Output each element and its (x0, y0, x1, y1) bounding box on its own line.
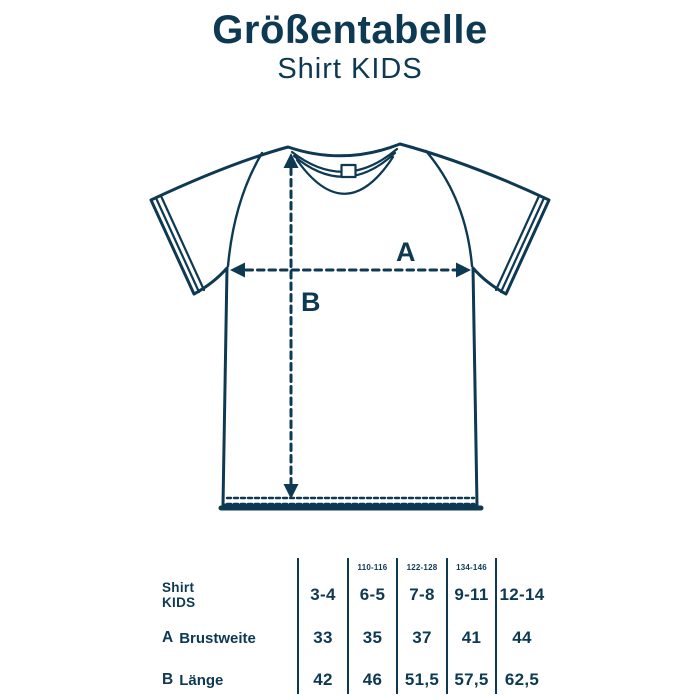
product-name-line2: KIDS (162, 595, 196, 610)
table-value: 33 (313, 628, 333, 647)
row-key-b: B (162, 671, 174, 688)
height-range (496, 556, 548, 574)
neck-tag (340, 163, 357, 179)
table-value: 46 (362, 670, 383, 689)
table-divider (347, 558, 349, 694)
size-column-header: 3-4 (310, 585, 336, 604)
arrow-b-bottom-head (283, 484, 299, 499)
table-divider (495, 558, 497, 694)
page-title: Größentabelle (212, 8, 488, 52)
table-divider (446, 558, 448, 694)
tshirt-size-diagram: A B (149, 142, 551, 511)
size-column-header: 6-5 (359, 585, 386, 604)
table-value: 51,5 (404, 670, 440, 689)
chest-width-label: A (396, 237, 416, 267)
table-value: 44 (512, 628, 532, 647)
table-divider (297, 558, 299, 694)
row-key-a: A (162, 629, 174, 646)
height-range-spacer (160, 556, 298, 574)
arrow-a-right-head (456, 262, 471, 278)
table-value: 42 (313, 670, 333, 689)
height-range: 110-116 (357, 563, 388, 572)
row-word-brustweite: Brustweite (179, 629, 256, 647)
arrow-b-top-head (283, 153, 299, 168)
size-column-header: 12-14 (499, 585, 545, 604)
product-name: Shirt KIDS (160, 574, 298, 616)
length-label: B (301, 287, 321, 317)
product-name-line1: Shirt (162, 580, 195, 595)
size-table: 110-116 122-128 134-146 Shirt KIDS 3-4 6… (160, 556, 548, 700)
row-label-laenge: B Länge (160, 660, 298, 700)
tshirt-illustration-svg (149, 142, 551, 511)
table-value: 62,5 (504, 670, 540, 689)
row-label-brustweite: A Brustweite (160, 616, 298, 660)
right-sleeve-seam (424, 149, 474, 268)
height-range: 122-128 (406, 563, 438, 572)
height-range: 134-146 (456, 563, 487, 572)
right-cuff-stripes (494, 194, 546, 294)
left-sleeve-seam (226, 151, 264, 268)
table-divider (396, 558, 398, 694)
height-range (298, 556, 348, 574)
left-cuff-stripes (154, 194, 206, 294)
page-header: Größentabelle Shirt KIDS (0, 0, 700, 86)
table-value: 37 (412, 628, 432, 647)
page-subtitle: Shirt KIDS (277, 53, 423, 85)
size-column-header: 9-11 (454, 585, 489, 604)
tshirt-outline (149, 142, 551, 507)
size-column-header: 7-8 (409, 585, 435, 604)
hem-stitching (225, 496, 476, 506)
arrow-a-left-head (230, 262, 245, 278)
table-value: 35 (362, 628, 383, 647)
table-value: 41 (461, 628, 482, 647)
row-word-laenge: Länge (179, 671, 224, 689)
table-value: 57,5 (454, 670, 489, 689)
